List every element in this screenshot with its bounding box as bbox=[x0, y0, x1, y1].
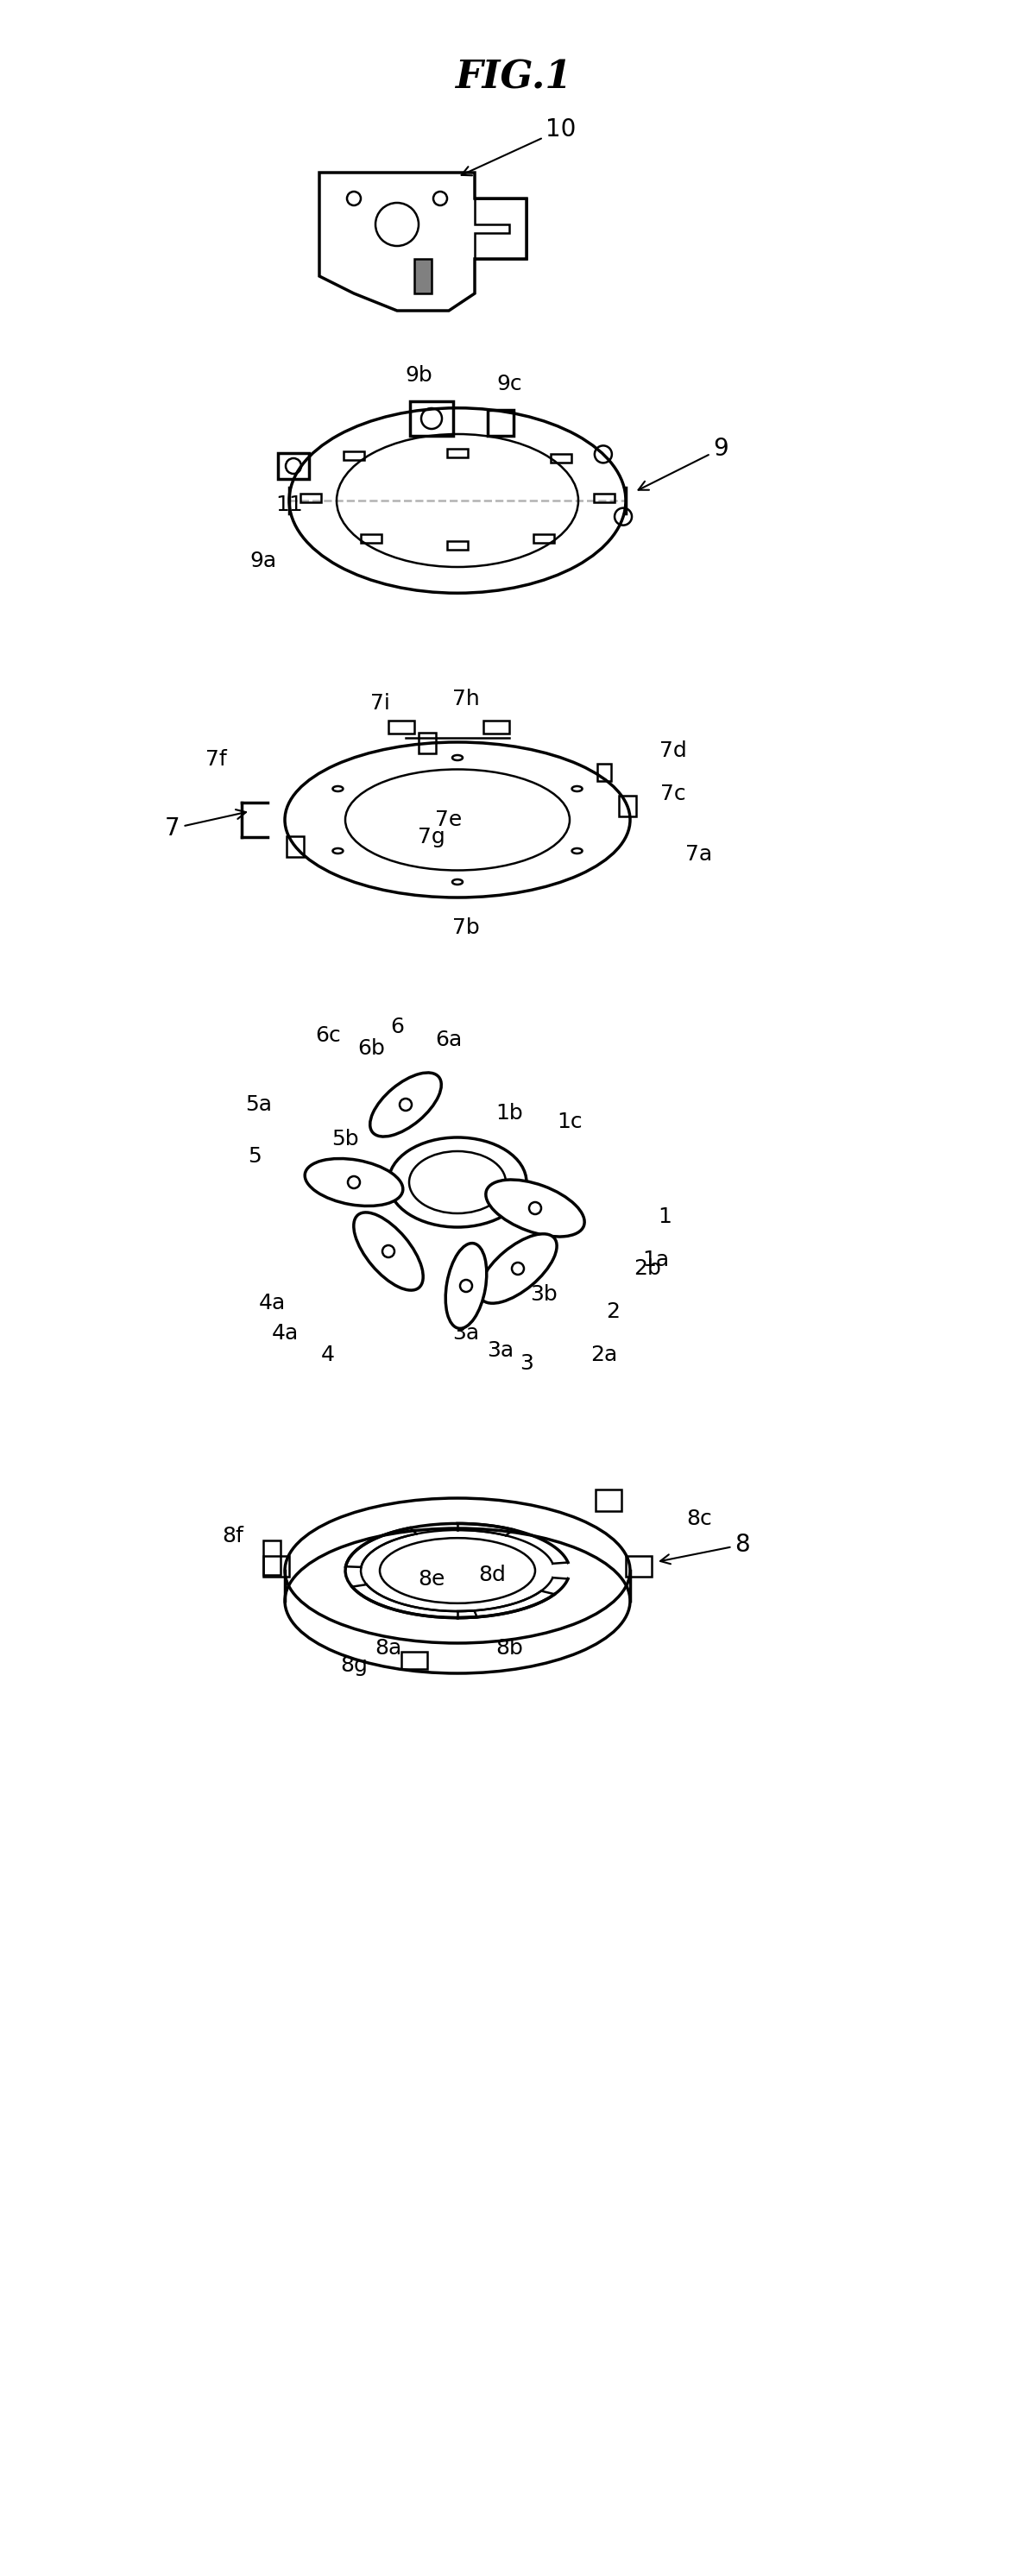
Text: 5a: 5a bbox=[246, 1095, 272, 1115]
Text: 7: 7 bbox=[166, 809, 246, 840]
Text: 8g: 8g bbox=[340, 1656, 368, 1677]
Text: 6b: 6b bbox=[358, 1038, 384, 1059]
Text: 1a: 1a bbox=[642, 1249, 669, 1270]
Text: 7c: 7c bbox=[660, 783, 686, 804]
Text: 8b: 8b bbox=[495, 1638, 523, 1659]
Ellipse shape bbox=[370, 1072, 441, 1136]
Text: 4: 4 bbox=[321, 1345, 335, 1365]
Text: 7g: 7g bbox=[417, 827, 445, 848]
Text: 7h: 7h bbox=[452, 688, 480, 708]
Text: 7i: 7i bbox=[370, 693, 390, 714]
Text: 8e: 8e bbox=[418, 1569, 445, 1589]
Text: 4a: 4a bbox=[271, 1324, 298, 1345]
Text: 3a: 3a bbox=[452, 1324, 479, 1345]
Text: 6a: 6a bbox=[435, 1030, 463, 1051]
Text: 7b: 7b bbox=[452, 917, 480, 938]
Circle shape bbox=[461, 1280, 472, 1293]
Text: 5: 5 bbox=[248, 1146, 261, 1167]
Ellipse shape bbox=[486, 1180, 585, 1236]
Text: 1: 1 bbox=[658, 1206, 671, 1226]
Text: 8: 8 bbox=[660, 1533, 749, 1564]
Text: 10: 10 bbox=[462, 118, 577, 175]
Circle shape bbox=[529, 1203, 541, 1213]
Circle shape bbox=[347, 1177, 360, 1188]
Text: 9b: 9b bbox=[405, 366, 433, 386]
Text: 3b: 3b bbox=[530, 1283, 557, 1306]
Text: 2: 2 bbox=[605, 1301, 620, 1321]
Text: 4a: 4a bbox=[258, 1293, 286, 1314]
Text: 1c: 1c bbox=[557, 1110, 583, 1133]
Text: 7f: 7f bbox=[206, 750, 226, 770]
Ellipse shape bbox=[354, 1213, 424, 1291]
Text: 7d: 7d bbox=[660, 739, 687, 760]
Ellipse shape bbox=[305, 1159, 403, 1206]
Text: 9: 9 bbox=[638, 438, 729, 489]
Text: 8d: 8d bbox=[478, 1564, 506, 1584]
Text: 8c: 8c bbox=[687, 1510, 712, 1530]
Circle shape bbox=[512, 1262, 524, 1275]
Text: 7e: 7e bbox=[435, 809, 463, 829]
Text: 6c: 6c bbox=[316, 1025, 341, 1046]
Text: 8a: 8a bbox=[375, 1638, 402, 1659]
Text: 7a: 7a bbox=[686, 845, 712, 866]
Circle shape bbox=[382, 1244, 395, 1257]
Circle shape bbox=[400, 1097, 412, 1110]
Text: 1b: 1b bbox=[495, 1103, 523, 1123]
Ellipse shape bbox=[445, 1244, 486, 1329]
Text: 3a: 3a bbox=[487, 1340, 514, 1360]
Text: 11: 11 bbox=[276, 495, 303, 515]
Text: 8f: 8f bbox=[222, 1525, 244, 1546]
Text: 5b: 5b bbox=[332, 1128, 359, 1149]
Polygon shape bbox=[414, 260, 432, 294]
Text: 2a: 2a bbox=[591, 1345, 618, 1365]
Text: 9a: 9a bbox=[250, 551, 277, 572]
Text: 6: 6 bbox=[391, 1018, 404, 1038]
Text: 2b: 2b bbox=[633, 1257, 661, 1278]
Text: 3: 3 bbox=[520, 1352, 534, 1373]
Ellipse shape bbox=[479, 1234, 557, 1303]
Text: FIG.1: FIG.1 bbox=[455, 59, 572, 95]
Text: 9c: 9c bbox=[497, 374, 522, 394]
